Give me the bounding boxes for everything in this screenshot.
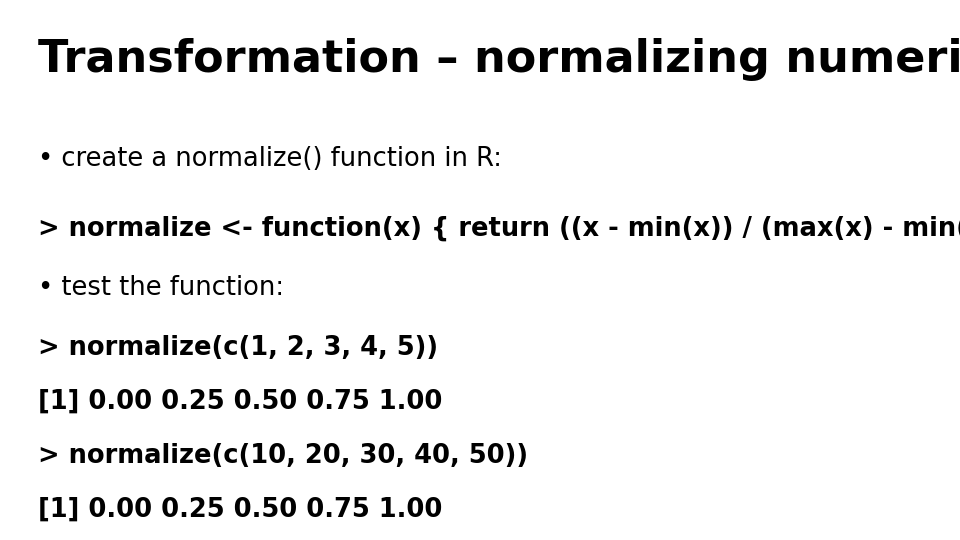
Text: • test the function:: • test the function: (38, 275, 284, 301)
Text: Transformation – normalizing numeric data: Transformation – normalizing numeric dat… (38, 38, 960, 81)
Text: > normalize(c(10, 20, 30, 40, 50)): > normalize(c(10, 20, 30, 40, 50)) (38, 443, 529, 469)
Text: • create a normalize() function in R:: • create a normalize() function in R: (38, 146, 502, 172)
Text: > normalize <- function(x) { return ((x - min(x)) / (max(x) - min(x))) }: > normalize <- function(x) { return ((x … (38, 216, 960, 242)
Text: [1] 0.00 0.25 0.50 0.75 1.00: [1] 0.00 0.25 0.50 0.75 1.00 (38, 389, 443, 415)
Text: > normalize(c(1, 2, 3, 4, 5)): > normalize(c(1, 2, 3, 4, 5)) (38, 335, 439, 361)
Text: [1] 0.00 0.25 0.50 0.75 1.00: [1] 0.00 0.25 0.50 0.75 1.00 (38, 497, 443, 523)
